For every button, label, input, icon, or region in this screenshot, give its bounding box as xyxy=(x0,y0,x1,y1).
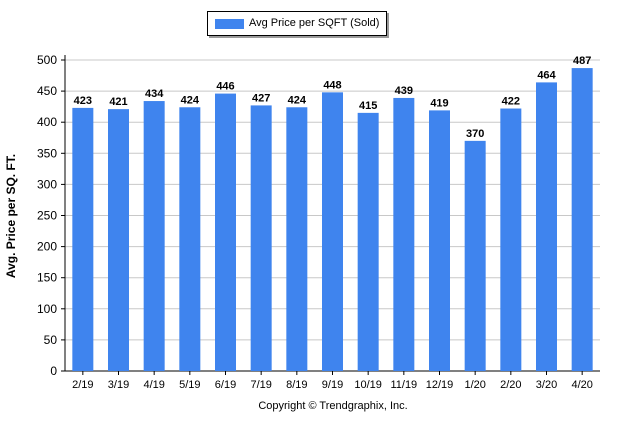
data-label: 448 xyxy=(323,79,341,91)
legend-swatch xyxy=(215,19,244,29)
bar xyxy=(72,107,94,372)
x-tick-label: 4/19 xyxy=(143,379,164,391)
x-tick-label: 1/20 xyxy=(464,379,485,391)
legend-label: Avg Price per SQFT (Sold) xyxy=(249,17,380,29)
bar xyxy=(571,68,593,371)
bar xyxy=(429,110,450,371)
x-tick-label: 4/20 xyxy=(571,379,592,391)
data-label: 370 xyxy=(466,128,484,140)
bar xyxy=(322,92,343,372)
x-tick-label: 9/19 xyxy=(322,379,343,391)
data-label: 439 xyxy=(395,85,413,97)
x-tick-label: 3/19 xyxy=(108,379,129,391)
bar xyxy=(108,109,129,371)
data-label: 419 xyxy=(430,97,448,109)
y-tick-label: 200 xyxy=(37,240,57,254)
data-label: 424 xyxy=(181,94,200,106)
copyright-footer: Copyright © Trendgraphix, Inc. xyxy=(0,400,618,412)
bar xyxy=(464,140,486,371)
x-tick-label: 10/19 xyxy=(354,379,382,391)
y-tick-label: 350 xyxy=(37,146,57,160)
data-label: 422 xyxy=(502,96,520,108)
data-label: 424 xyxy=(288,94,307,106)
y-tick-label: 400 xyxy=(37,115,57,129)
data-label: 421 xyxy=(109,96,127,108)
x-tick-label: 11/19 xyxy=(390,379,417,391)
bar xyxy=(536,82,557,371)
bar xyxy=(393,97,415,371)
y-tick-label: 50 xyxy=(44,333,58,347)
y-tick-label: 150 xyxy=(37,271,57,285)
data-label: 423 xyxy=(74,95,92,107)
bar xyxy=(179,107,201,371)
data-label: 415 xyxy=(359,100,377,112)
y-tick-label: 500 xyxy=(37,53,57,67)
y-tick-label: 450 xyxy=(37,84,57,98)
data-label: 427 xyxy=(252,92,270,104)
bar xyxy=(357,112,379,372)
x-tick-label: 5/19 xyxy=(179,379,200,391)
data-label: 487 xyxy=(573,55,591,67)
legend: Avg Price per SQFT (Sold) xyxy=(207,11,387,36)
x-tick-label: 2/20 xyxy=(500,379,521,391)
bar xyxy=(215,93,236,371)
data-label: 446 xyxy=(216,81,234,93)
bar xyxy=(143,101,165,371)
bar xyxy=(286,107,308,371)
x-tick-label: 6/19 xyxy=(215,379,236,391)
data-label: 464 xyxy=(537,69,556,81)
bar xyxy=(500,108,522,372)
bar xyxy=(250,105,272,371)
data-label: 434 xyxy=(145,88,164,100)
x-tick-label: 2/19 xyxy=(72,379,93,391)
y-tick-label: 250 xyxy=(37,209,57,223)
x-tick-label: 8/19 xyxy=(286,379,307,391)
x-tick-label: 12/19 xyxy=(426,379,454,391)
x-tick-label: 3/20 xyxy=(536,379,557,391)
y-tick-label: 0 xyxy=(50,364,57,378)
y-tick-label: 100 xyxy=(37,302,57,316)
x-tick-label: 7/19 xyxy=(250,379,271,391)
copyright-text: Copyright © Trendgraphix, Inc. xyxy=(258,400,408,412)
y-tick-label: 300 xyxy=(37,177,57,191)
